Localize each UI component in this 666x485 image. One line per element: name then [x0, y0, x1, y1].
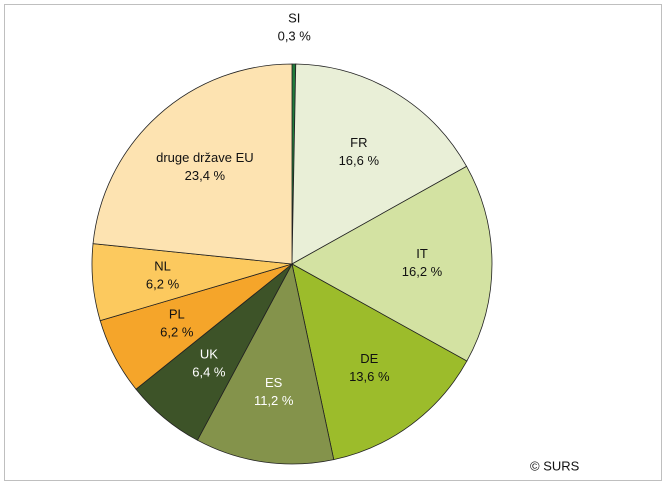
slice-value-label: 13,6 % [349, 369, 390, 384]
slice-label: FR [350, 135, 367, 150]
slice-label: IT [416, 246, 428, 261]
slice-label: ES [265, 375, 283, 390]
pie-slice [291, 263, 468, 461]
slice-label: DE [360, 351, 378, 366]
slice-label: SI [288, 10, 300, 25]
slice-label: PL [169, 307, 185, 322]
slice-value-label: 16,6 % [339, 153, 380, 168]
pie-slice [291, 63, 468, 265]
slice-value-label: 6,2 % [146, 276, 180, 291]
slice-label: NL [154, 258, 171, 273]
source-note: © SURS [530, 458, 580, 473]
slice-label: UK [200, 346, 218, 361]
slice-value-label: 23,4 % [185, 168, 226, 183]
slice-value-label: 0,3 % [278, 28, 312, 43]
pie-slice [196, 262, 335, 465]
pie-slice [92, 63, 293, 265]
slice-label: druge države EU [156, 150, 254, 165]
slice-value-label: 11,2 % [254, 393, 294, 408]
slice-value-label: 6,4 % [192, 364, 226, 379]
pie-slice [291, 165, 493, 362]
slice-value-label: 6,2 % [160, 325, 194, 340]
slice-value-label: 16,2 % [402, 264, 443, 279]
